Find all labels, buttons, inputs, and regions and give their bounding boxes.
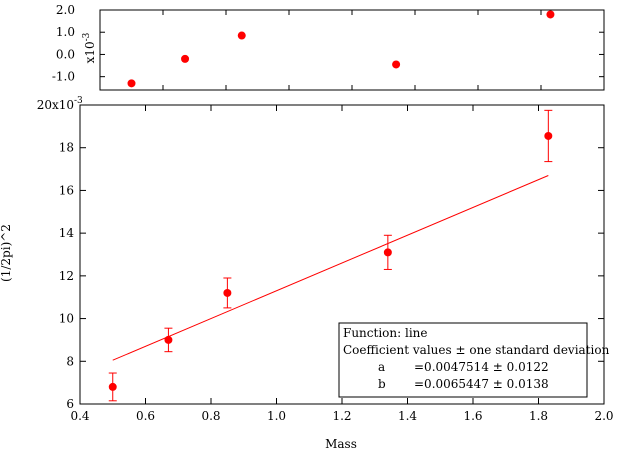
data-point-group	[383, 234, 392, 270]
data-point	[223, 288, 232, 297]
residuals-y-tick-label: -1.0	[52, 70, 75, 84]
data-point	[383, 248, 392, 257]
fit-line	[112, 175, 549, 361]
data-point	[164, 335, 173, 344]
x-tick-label: 1.8	[529, 409, 548, 423]
x-axis-label: Mass	[325, 437, 357, 451]
residuals-y-tick-label: 0.0	[56, 47, 75, 61]
residuals-plot-frame	[99, 9, 605, 91]
residual-point	[127, 79, 136, 88]
x-tick-label: 1.6	[463, 409, 482, 423]
residuals-y-axis-label-base: x10	[83, 41, 97, 63]
x-tick-label: 0.6	[136, 409, 155, 423]
data-point	[544, 131, 553, 140]
data-point-group	[223, 277, 232, 309]
y-tick-label: 16	[59, 183, 74, 197]
residuals-y-axis-label-exponent: -3	[82, 32, 92, 41]
residuals-y-axis-label: x10-3	[82, 32, 97, 63]
legend-coef-b-value: =0.0065447 ± 0.0138	[414, 377, 549, 391]
y-tick-label: 12	[59, 269, 74, 283]
residual-point	[181, 54, 190, 63]
main-panel: 0.4 0.6 0.8 1.0 1.2 1.4 1.6 1.8 2.0 6 8 10 12 14 16 18 2…	[0, 96, 614, 451]
residual-point	[392, 60, 401, 69]
residuals-y-tick-label: 1.0	[56, 25, 75, 39]
data-point-group	[544, 109, 553, 163]
x-tick-label: 0.8	[201, 409, 220, 423]
residual-point	[546, 10, 555, 19]
y-tick-label: 20x10	[37, 98, 74, 112]
y-tick-label: 8	[66, 354, 74, 368]
legend-subtitle: Coefficient values ± one standard deviat…	[343, 343, 610, 357]
x-tick-label: 0.4	[70, 409, 89, 423]
y-axis-top-exponent: -3	[74, 96, 83, 106]
legend-title: Function: line	[343, 326, 427, 340]
data-point	[108, 382, 117, 391]
y-axis-label: (1/2pi)^2	[0, 224, 13, 282]
residuals-y-tick-label: 2.0	[56, 3, 75, 17]
legend-coef-a-name: a	[378, 360, 385, 374]
legend-box: Function: line Coefficient values ± one …	[338, 322, 610, 398]
x-tick-label: 1.4	[398, 409, 417, 423]
y-tick-label: 14	[59, 226, 75, 240]
y-tick-label: 6	[66, 397, 74, 411]
legend-frame	[338, 322, 588, 398]
residuals-panel: 2.0 1.0 0.0 -1.0 x10-3	[52, 3, 605, 91]
x-tick-label: 1.0	[267, 409, 286, 423]
data-point-group	[164, 327, 173, 353]
y-tick-label: 10	[59, 312, 74, 326]
legend-coef-a-value: =0.0047514 ± 0.0122	[414, 360, 549, 374]
data-point-group	[108, 372, 117, 402]
x-tick-label: 2.0	[594, 409, 613, 423]
y-tick-label: 18	[59, 141, 74, 155]
x-tick-label: 1.2	[332, 409, 351, 423]
residual-point	[237, 31, 246, 40]
legend-coef-b-name: b	[378, 377, 386, 391]
